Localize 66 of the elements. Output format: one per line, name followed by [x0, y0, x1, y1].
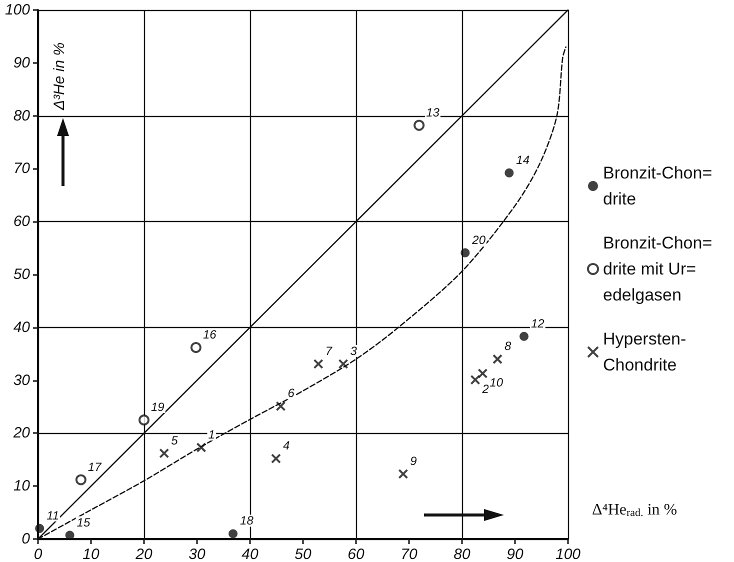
annotation: 14: [516, 152, 530, 167]
point: [159, 448, 170, 458]
x-tick-label: 70: [400, 546, 418, 562]
annotation: 5: [171, 433, 178, 448]
point: [313, 358, 324, 369]
y-tick-label: 10: [13, 478, 31, 495]
point: [460, 248, 470, 258]
x-tick-label: 40: [242, 546, 259, 562]
y-tick-label: 70: [13, 160, 31, 178]
point: [470, 374, 480, 385]
annotation: 1: [208, 427, 215, 442]
annotation: 12: [531, 316, 545, 330]
y-tick-label: 30: [13, 372, 31, 389]
point: [276, 401, 286, 412]
point: [492, 354, 503, 364]
point: [190, 342, 202, 353]
point: [520, 332, 529, 341]
legend-label: Hypersten- Chondrite: [603, 330, 686, 374]
x-tick-label: 30: [188, 546, 206, 562]
annotation: 18: [240, 514, 254, 528]
annotation: 17: [88, 460, 103, 474]
x-tick-label: 10: [82, 546, 100, 562]
point: [338, 358, 348, 369]
annotation: 19: [151, 400, 165, 414]
annotation: 11: [46, 508, 60, 522]
annotation: 15: [76, 515, 90, 530]
y-tick-label: 50: [13, 266, 31, 283]
legend-label: Bronzit-Chon= drite mit Ur= edelgasen: [603, 234, 712, 304]
y-tick-label: 90: [13, 54, 31, 72]
y-tick-label: 20: [12, 424, 31, 442]
point: [75, 474, 86, 486]
annotation: 16: [202, 328, 217, 342]
y-tick-label: 40: [13, 318, 31, 336]
point: [196, 442, 206, 452]
point: [414, 120, 425, 131]
annotation: 9: [410, 454, 418, 468]
annotation: 3: [350, 344, 358, 358]
point: [504, 168, 514, 178]
x-tick-label: 100: [555, 546, 582, 562]
point: [138, 414, 150, 426]
annotation: 6: [288, 386, 295, 400]
point: [228, 529, 238, 538]
x-tick-label: 80: [454, 546, 471, 562]
y-tick-label: 60: [13, 213, 31, 230]
x-axis-title: Δ⁴Herad. in %: [592, 502, 678, 519]
annotation: 4: [282, 438, 290, 453]
x-tick-label: 90: [506, 546, 524, 562]
y-axis-title: Δ³He in %: [51, 42, 68, 111]
x-tick-label: 50: [294, 546, 312, 562]
annotation: 7: [325, 344, 334, 358]
y-tick-label: 100: [4, 2, 31, 18]
x-tick-label: 0: [34, 546, 43, 562]
point: [398, 468, 408, 479]
y-tick-label: 0: [22, 530, 31, 548]
point: [270, 454, 281, 464]
point: [35, 524, 44, 533]
annotation: 10: [490, 375, 504, 390]
annotation: 13: [426, 105, 440, 120]
x-tick-label: 20: [134, 546, 153, 562]
annotation: 8: [504, 339, 512, 354]
legend-label: Bronzit-Chon= drite: [603, 164, 712, 208]
point: [478, 368, 488, 378]
x-tick-label: 60: [348, 546, 365, 562]
y-tick-label: 80: [13, 107, 31, 124]
annotation: 20: [471, 232, 486, 247]
annotation: 2: [481, 382, 490, 396]
